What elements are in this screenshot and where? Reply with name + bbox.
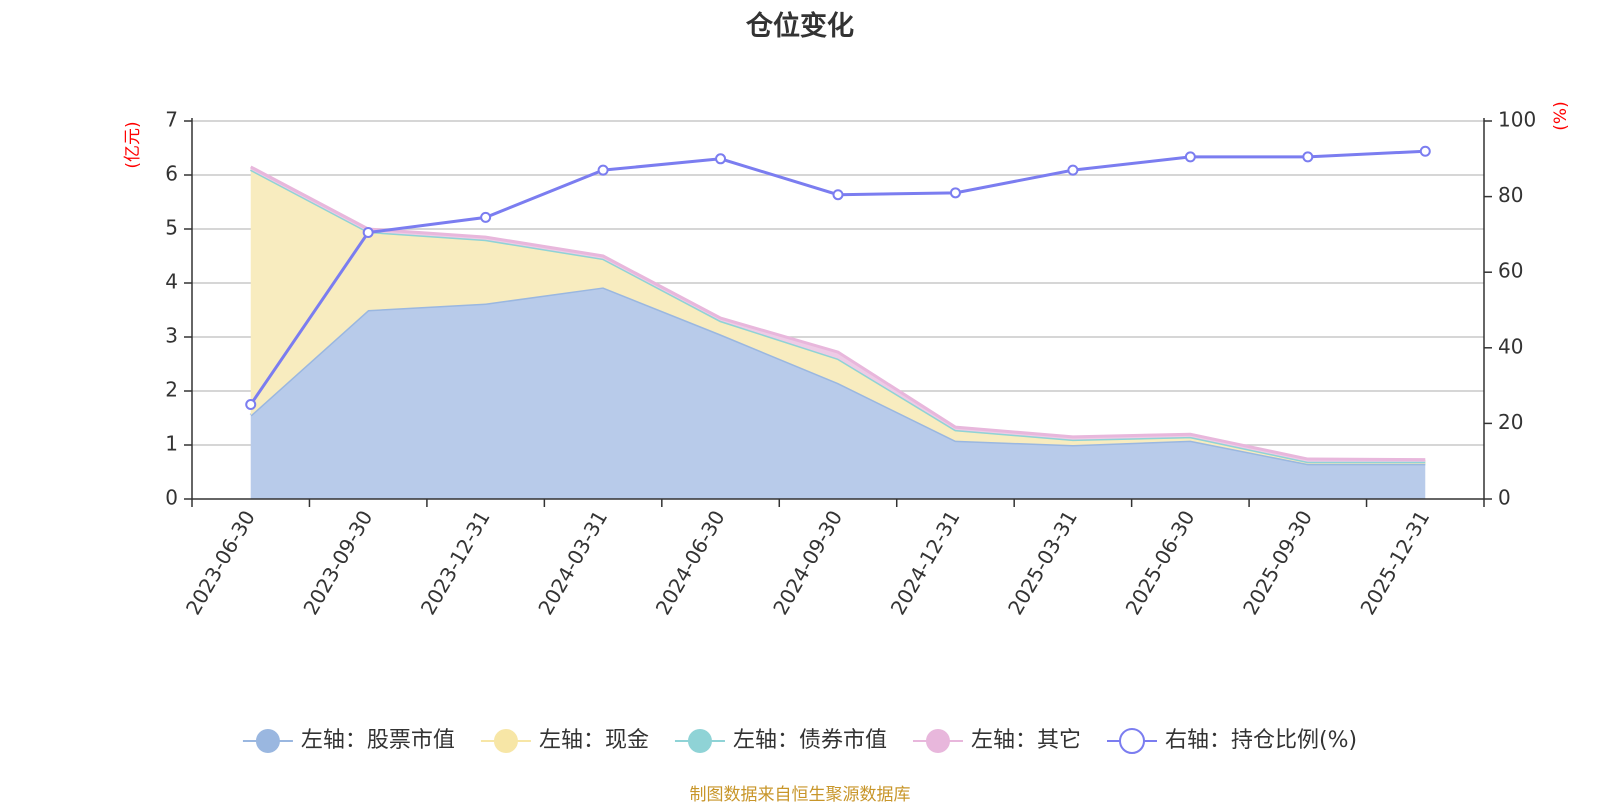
x-tick-label: 2025-06-30 (1121, 506, 1200, 619)
x-tick-label: 2024-09-30 (768, 506, 847, 619)
line-point (1419, 145, 1431, 157)
legend-item: 右轴：持仓比例(%) (1106, 728, 1357, 754)
left-tick-label: 0 (165, 486, 178, 510)
line-point (949, 187, 961, 199)
legend-marker-icon (255, 729, 280, 753)
right-tick-label: 20 (1498, 410, 1523, 434)
legend-item: 左轴：其它 (912, 728, 1081, 753)
left-tick-label: 6 (165, 162, 178, 186)
left-tick-label: 7 (165, 108, 178, 132)
left-tick-label: 4 (165, 270, 178, 294)
x-tick-label: 2024-12-31 (886, 506, 965, 619)
line-point (597, 164, 609, 176)
x-tick-label: 2025-09-30 (1238, 506, 1317, 619)
area-edge-左轴：其它 (250, 165, 1426, 462)
area-series (249, 165, 1426, 499)
x-tick-label: 2023-06-30 (181, 506, 260, 619)
left-axis-unit: (亿元) (123, 121, 143, 168)
right-tick-label: 60 (1498, 259, 1523, 283)
line-point (1184, 151, 1196, 163)
line-point (1302, 151, 1314, 163)
right-axis-unit: (%) (1551, 101, 1571, 130)
x-tick-label: 2024-06-30 (651, 506, 730, 619)
x-tick-label: 2024-03-31 (533, 506, 612, 619)
line-point (245, 399, 257, 410)
right-tick-label: 80 (1498, 183, 1523, 207)
x-tick-label: 2023-12-31 (416, 506, 495, 619)
line-point (480, 211, 492, 223)
legend-label: 右轴：持仓比例(%) (1165, 728, 1357, 753)
source-note: 制图数据来自恒生聚源数据库 (689, 785, 911, 805)
legend-item: 左轴：股票市值 (242, 728, 455, 753)
right-tick-label: 100 (1498, 108, 1536, 132)
line-point (715, 153, 727, 165)
left-tick-label: 1 (165, 432, 178, 456)
legend-item: 左轴：债券市值 (674, 728, 887, 753)
legend-marker-icon (493, 729, 518, 753)
left-tick-label: 2 (165, 378, 178, 402)
left-tick-label: 5 (165, 216, 178, 240)
right-tick-label: 0 (1498, 486, 1511, 510)
right-tick-label: 40 (1498, 334, 1523, 358)
line-point (362, 227, 374, 239)
x-tick-label: 2023-09-30 (298, 506, 377, 619)
legend-marker-icon (687, 729, 712, 753)
legend-label: 左轴：股票市值 (301, 728, 455, 753)
legend-label: 左轴：债券市值 (733, 728, 887, 753)
x-tick-label: 2025-03-31 (1003, 506, 1082, 619)
line-series (245, 145, 1431, 410)
area-左轴：股票市值 (250, 287, 1426, 499)
legend-marker-icon (1118, 728, 1145, 754)
legend-label: 左轴：现金 (539, 728, 649, 753)
line-point (832, 189, 844, 201)
line-point (1067, 164, 1079, 176)
left-tick-label: 3 (165, 324, 178, 348)
legend-item: 左轴：现金 (480, 728, 649, 753)
legend-marker-icon (925, 729, 950, 753)
chart-title: 仓位变化 (746, 11, 854, 42)
x-tick-label: 2025-12-31 (1355, 506, 1434, 619)
legend: 左轴：股票市值 左轴：现金 左轴：债券市值 左轴：其它 右轴：持仓比例(%) (242, 728, 1357, 754)
legend-label: 左轴：其它 (971, 728, 1081, 753)
